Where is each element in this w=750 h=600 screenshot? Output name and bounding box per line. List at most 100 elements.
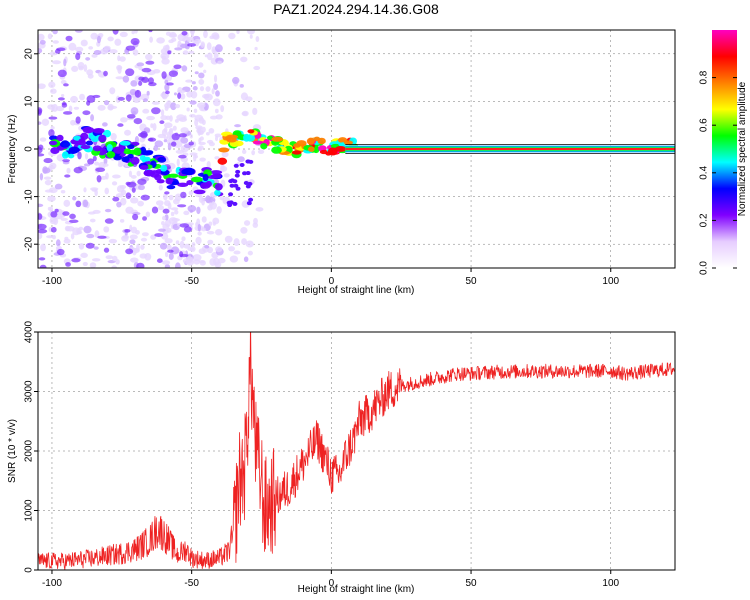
spectrogram-noise-speck [60, 93, 65, 98]
spectrogram-noise-speck [145, 53, 153, 61]
spectrogram-noise-speck [178, 117, 188, 123]
spectrogram-signal-blob [160, 164, 168, 172]
spectrogram-noise-speck [130, 107, 139, 115]
spectrogram-noise-speck [198, 79, 205, 85]
spectrogram-noise-speck [111, 265, 118, 268]
spectrogram-noise-speck [209, 115, 218, 120]
spectrogram-noise-speck [145, 60, 155, 65]
spectrogram-noise-speck [178, 154, 187, 159]
spectrogram-noise-speck [39, 173, 44, 181]
spectrogram-noise-speck [243, 220, 251, 226]
spectrogram-noise-speck [204, 245, 210, 249]
spectrogram-noise-speck [102, 163, 109, 167]
spectrogram-signal-blob [226, 134, 239, 140]
spectrogram-noise-speck [161, 58, 170, 65]
spectrogram-signal-blob [106, 143, 113, 152]
spectrogram-signal-blob [142, 156, 151, 162]
colorbar-label: Normalized spectral amplitude [737, 81, 748, 216]
spectrogram-signal-blob [271, 136, 284, 142]
spectrogram-noise-speck [38, 121, 42, 125]
spectrogram-noise-speck [96, 35, 101, 44]
spectrogram-noise-speck [77, 230, 83, 235]
spectrogram-noise-speck [199, 157, 206, 162]
spectrogram-noise-speck [82, 110, 91, 116]
snr-y-tick-label: 3000 [24, 380, 35, 403]
spectrogram-noise-speck [97, 235, 107, 239]
spectrogram-signal-blob [252, 140, 264, 145]
spectrogram-signal-blob [228, 192, 234, 197]
spectrogram-noise-speck [213, 74, 218, 83]
spectrogram-noise-speck [75, 116, 81, 124]
spectrogram-noise-speck [125, 192, 132, 199]
spectrogram-noise-speck [114, 38, 122, 46]
spectrogram-noise-speck [93, 49, 102, 56]
spectrogram-noise-speck [96, 175, 102, 183]
spectrogram-noise-speck [198, 62, 204, 68]
spectrogram-noise-speck [188, 50, 195, 54]
spectrogram-noise-speck [39, 264, 47, 268]
spectrogram-noise-speck [209, 201, 218, 210]
spectrogram-noise-speck [90, 114, 95, 122]
spectrogram-noise-speck [104, 208, 112, 213]
spectrogram-noise-speck [63, 83, 69, 87]
spectrogram-signal-blob [245, 171, 251, 176]
spectrogram-signal-blob [214, 189, 221, 196]
spectrogram-noise-speck [207, 239, 214, 245]
spectrogram-noise-speck [205, 86, 211, 92]
spectrogram-x-axis: -100 -50 0 50 100 [42, 268, 620, 287]
spectrogram-noise-speck [74, 30, 83, 33]
spectrogram-noise-speck [130, 174, 137, 179]
spectrogram-noise-speck [82, 199, 89, 208]
spectrogram-noise-speck [203, 30, 208, 39]
spectrogram-signal-blob [113, 146, 125, 154]
spectrogram-noise-speck [64, 236, 69, 241]
spectrogram-noise-speck [38, 228, 48, 234]
spectrogram-noise-speck [167, 202, 172, 210]
spectrogram-noise-speck [239, 84, 244, 88]
spectrogram-noise-speck [176, 158, 180, 167]
spectrogram-noise-speck [60, 217, 68, 221]
spectrogram-noise-speck [103, 247, 110, 253]
spectrogram-signal-blob [248, 197, 254, 202]
spectrogram-noise-speck [161, 260, 171, 265]
spectrogram-signal-blob [232, 201, 238, 206]
spectrogram-signal-blob [234, 173, 240, 178]
spectrogram-noise-speck [173, 64, 182, 69]
spectrogram-noise-speck [163, 122, 173, 129]
spectrogram-noise-speck [122, 235, 130, 239]
snr-x-tick-label: 0 [329, 578, 335, 589]
spectrogram-noise-speck [166, 82, 174, 86]
spectrogram-signal-blob [119, 140, 131, 146]
spectrogram-noise-speck [94, 230, 100, 238]
spectrogram-noise-speck [175, 240, 180, 245]
spectrogram-noise-speck [110, 133, 117, 141]
spectrogram-noise-speck [44, 179, 52, 186]
spectrogram-noise-speck [130, 257, 139, 263]
spectrogram-noise-speck [216, 206, 222, 214]
spectrogram-signal-blob [191, 176, 203, 183]
spectrogram-noise-speck [125, 68, 135, 77]
spectrogram-noise-speck [52, 40, 59, 44]
spectrogram-noise-speck [89, 262, 97, 268]
spectrogram-signal-blob [139, 165, 149, 170]
spectrogram-noise-speck [181, 65, 188, 72]
spectrogram-noise-speck [197, 231, 202, 236]
spectrogram-noise-speck [38, 47, 43, 54]
spectrogram-x-tick-label: 0 [329, 276, 335, 287]
spectrogram-noise-speck [179, 240, 185, 249]
spectrogram-noise-speck [112, 30, 119, 35]
snr-x-label: Height of straight line (km) [298, 584, 415, 595]
spectrogram-noise-speck [38, 203, 44, 208]
spectrogram-noise-speck [71, 258, 81, 263]
spectrogram-noise-speck [129, 234, 138, 240]
snr-y-tick-label: 4000 [24, 320, 35, 343]
spectrogram-signal-blob [50, 147, 60, 154]
spectrogram-noise-speck [143, 98, 148, 102]
spectrogram-noise-speck [180, 93, 186, 100]
spectrogram-noise-speck [44, 189, 53, 193]
spectrogram-noise-speck [171, 133, 180, 141]
spectrogram-signal-blob [56, 134, 64, 142]
spectrogram-signal-blob [306, 137, 315, 145]
spectrogram-signal-blob [106, 151, 116, 159]
